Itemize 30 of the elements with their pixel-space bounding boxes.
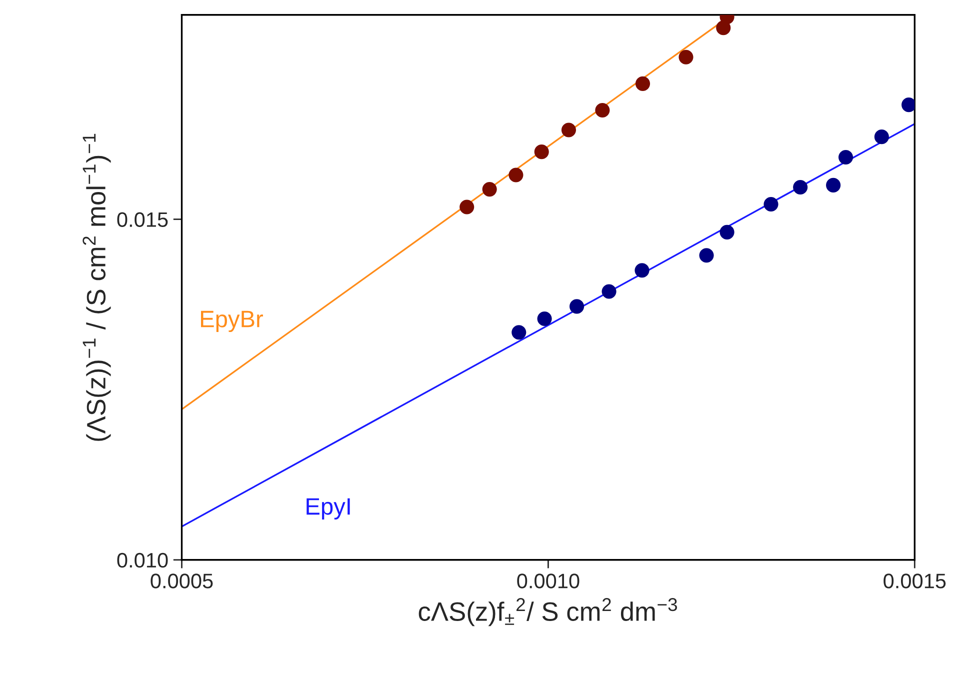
- point: [874, 130, 889, 144]
- y-tick-label: 0.010: [117, 552, 168, 568]
- point: [634, 263, 650, 278]
- x-axis-title: cΛS(z)f$_{±}$$^{2}$/ S cm$^{2}$ dm$^{−3}$: [418, 598, 677, 626]
- point: [537, 311, 552, 326]
- point: [764, 196, 778, 212]
- point: [635, 76, 650, 91]
- point: [570, 299, 584, 314]
- point: [678, 50, 694, 64]
- y-axis-title: (ΛS(z))$^{−1}$ / (S cm$^{2}$ mol$^{−1}$)$^{−1}$: [82, 134, 111, 441]
- x-tick-label: 0.0005: [150, 574, 213, 588]
- series-label: EpyBr: [201, 310, 263, 332]
- point: [460, 200, 474, 214]
- point: [602, 284, 616, 299]
- point: [902, 98, 915, 112]
- point: [793, 180, 808, 195]
- point: [508, 168, 524, 182]
- point: [838, 150, 854, 165]
- x-tick-label: 0.0010: [517, 574, 580, 588]
- point: [482, 182, 497, 197]
- y-tick-label: 0.015: [117, 212, 168, 228]
- point: [699, 248, 714, 263]
- point: [534, 144, 549, 160]
- point: [720, 224, 734, 240]
- x-tick-label: 0.0015: [884, 574, 946, 588]
- point: [561, 122, 576, 138]
- point: [595, 102, 610, 118]
- point: [826, 178, 841, 192]
- series-label: EpyI: [306, 498, 350, 520]
- point: [512, 325, 526, 340]
